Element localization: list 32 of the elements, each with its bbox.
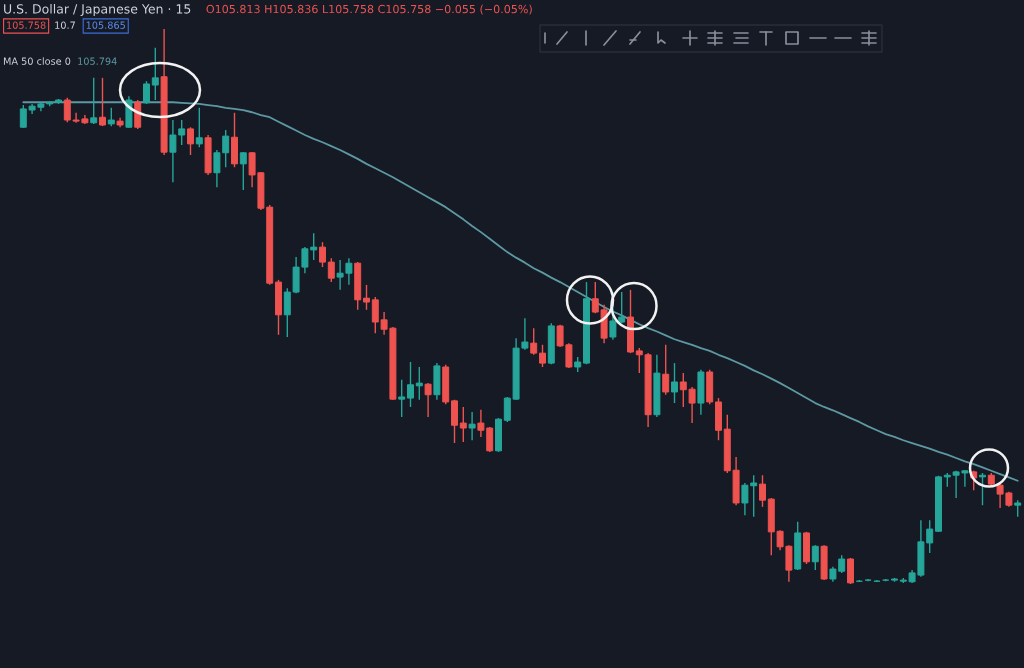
text: 105.865: [86, 21, 125, 29]
text: 105.758: [7, 21, 46, 29]
candlestick: [539, 344, 546, 368]
candlestick: [319, 241, 326, 268]
text: O105.813 H105.836 L105.758 C105.758 −0.055 (−0.05%): [206, 4, 532, 15]
candlestick: [187, 126, 194, 156]
candlestick: [468, 411, 476, 441]
candlestick: [979, 472, 986, 506]
candlestick: [99, 77, 106, 127]
candlestick: [662, 344, 670, 396]
candlestick: [363, 284, 370, 311]
candlestick: [811, 544, 819, 571]
candlestick: [151, 47, 159, 101]
candlestick: [671, 362, 678, 404]
candlestick: [90, 77, 98, 125]
candlestick: [459, 406, 467, 443]
candlestick: [407, 361, 414, 408]
candlestick: [143, 80, 150, 105]
candlestick: [424, 382, 432, 418]
candlestick: [107, 107, 115, 127]
candlestick: [398, 379, 406, 418]
candlestick: [327, 257, 335, 283]
text: 10.7: [55, 21, 75, 29]
annotation: 105.794: [78, 57, 117, 65]
candlestick: [530, 327, 538, 356]
candlestick: [195, 107, 203, 148]
chart-title: U.S. Dollar / Japanese Yen · 15: [4, 3, 191, 17]
annotation: MA 50 close 0: [3, 57, 71, 65]
candlestick: [759, 474, 766, 508]
candlestick: [618, 291, 626, 324]
candlestick: [415, 366, 423, 401]
candlestick: [239, 151, 247, 191]
